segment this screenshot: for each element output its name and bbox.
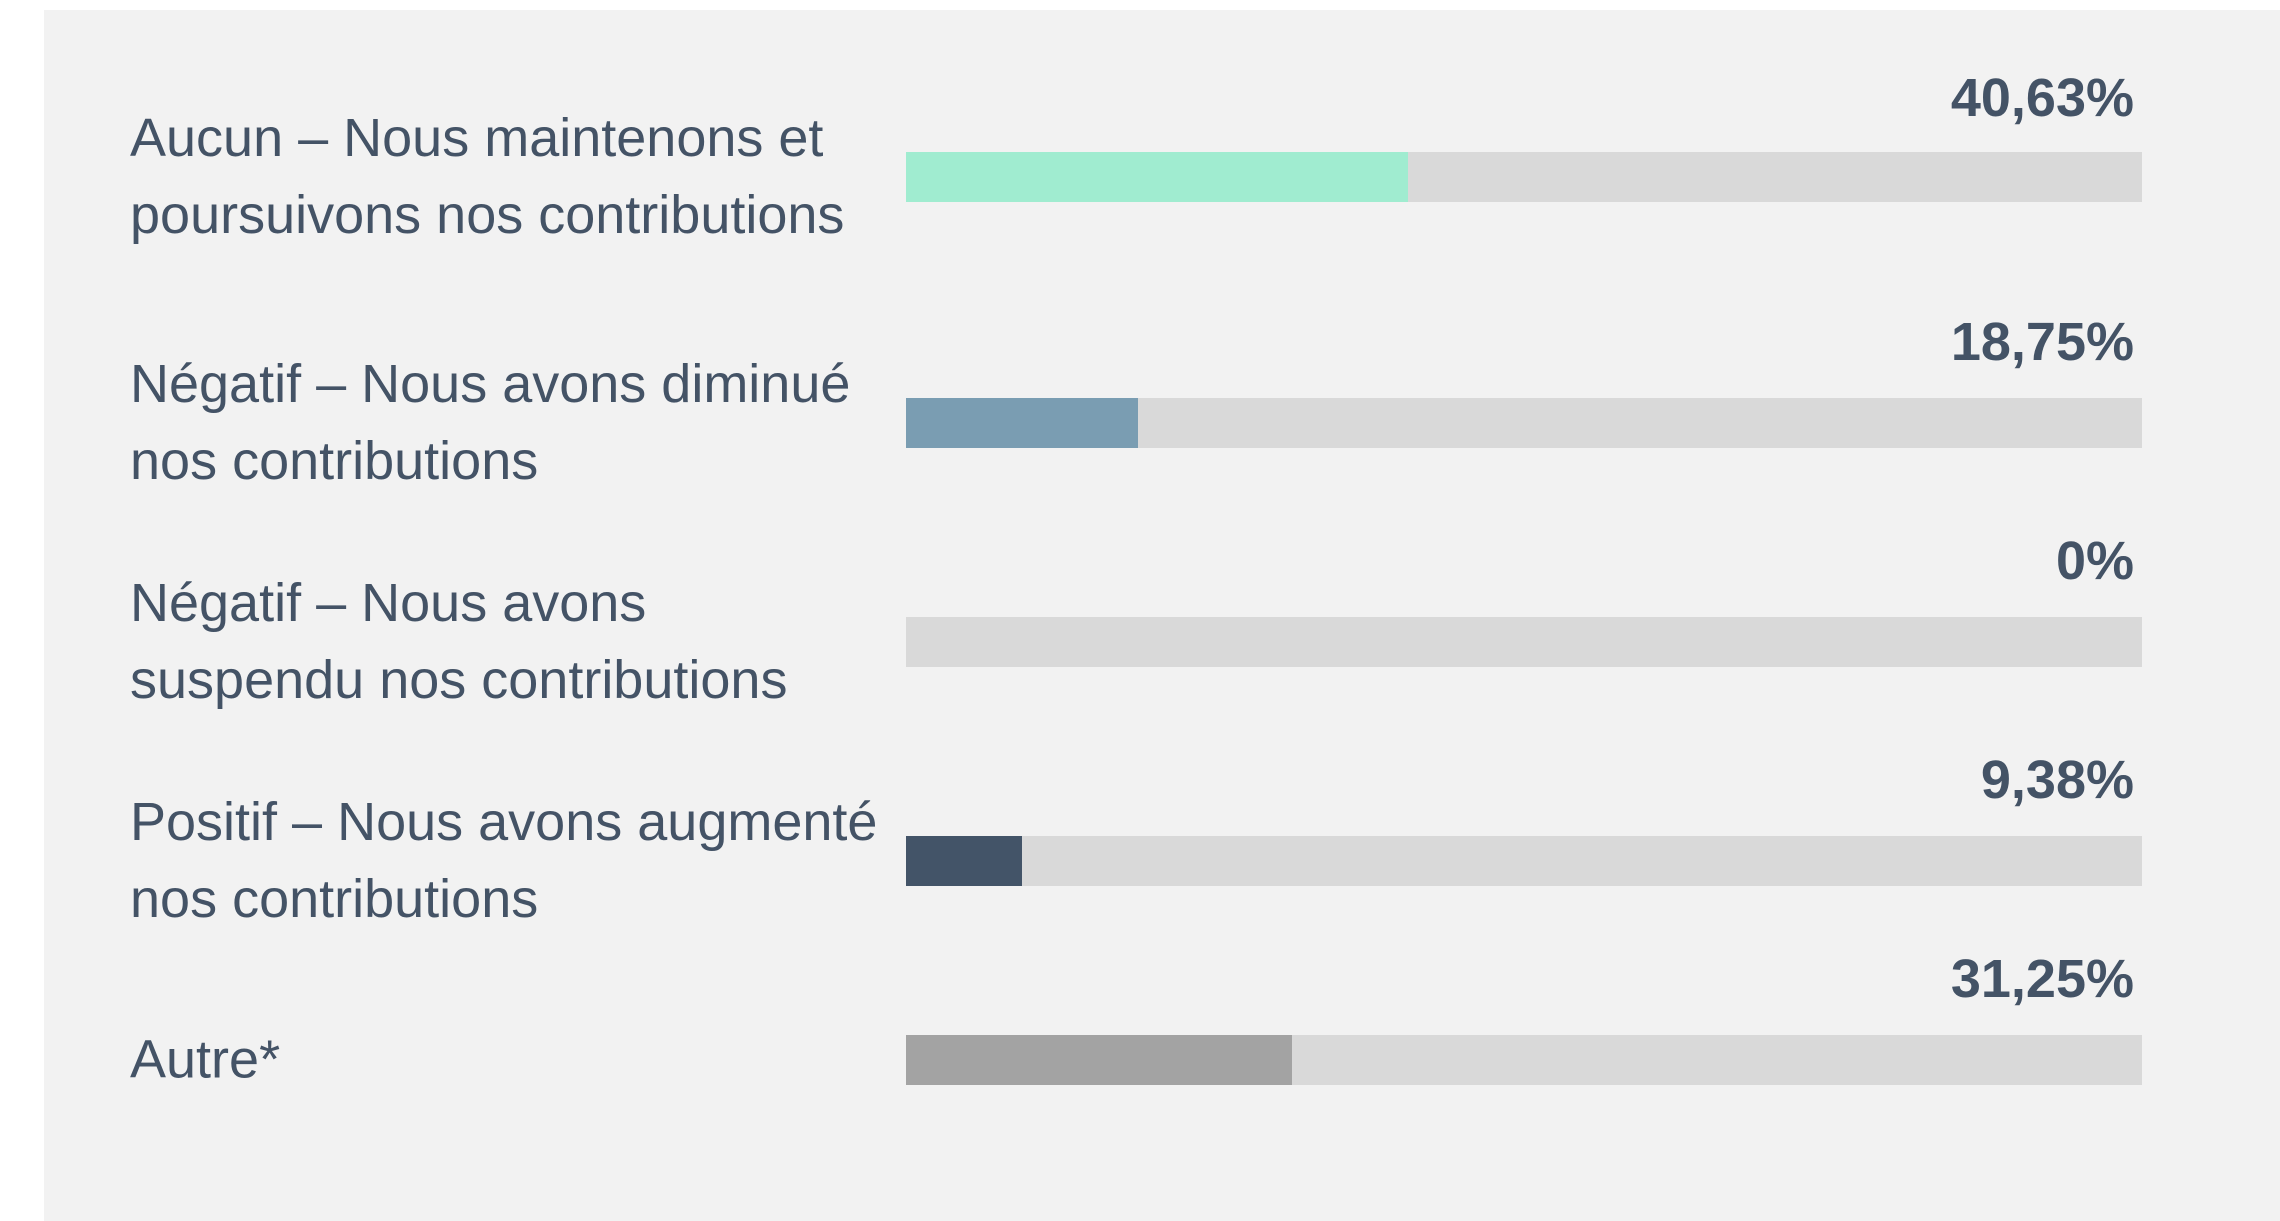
category-label: Négatif – Nous avons suspendu nos contri… bbox=[130, 573, 788, 710]
value-label: 18,75% bbox=[1950, 312, 2134, 372]
value-label: 9,38% bbox=[1980, 750, 2134, 810]
category-label: Autre* bbox=[130, 1029, 281, 1090]
category-label: Négatif – Nous avons diminué nos contrib… bbox=[130, 354, 851, 491]
bar-track bbox=[906, 398, 2142, 448]
bar bbox=[906, 398, 1138, 448]
value-label: 40,63% bbox=[1950, 68, 2134, 128]
value-label: 31,25% bbox=[1950, 949, 2134, 1009]
bar-track bbox=[906, 1035, 2142, 1085]
category-label: Positif – Nous avons augmenté nos contri… bbox=[130, 792, 878, 929]
bar-track bbox=[906, 836, 2142, 886]
value-label: 0% bbox=[2055, 531, 2134, 591]
bar-track bbox=[906, 617, 2142, 667]
bar-track bbox=[906, 152, 2142, 202]
bar bbox=[906, 836, 1022, 886]
chart-panel bbox=[44, 10, 2280, 1221]
bar bbox=[906, 1035, 1293, 1085]
bar bbox=[906, 152, 1409, 202]
category-label: Aucun – Nous maintenons et poursuivons n… bbox=[130, 108, 845, 245]
